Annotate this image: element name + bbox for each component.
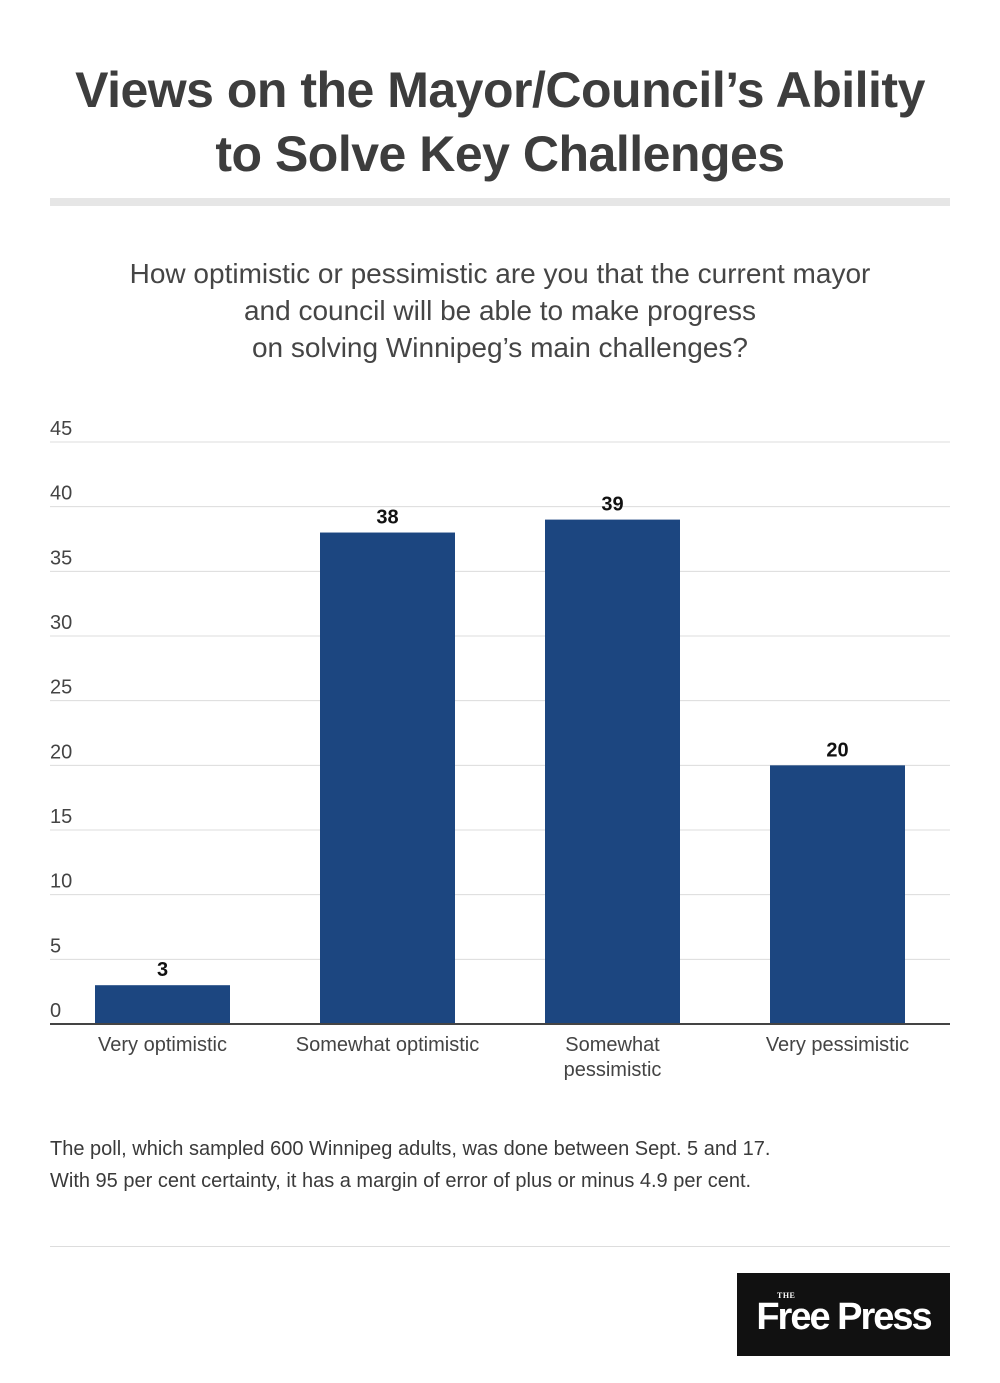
category-label-2-line-0: Somewhat: [565, 1034, 660, 1056]
data-label-0: 3: [157, 959, 168, 981]
y-tick-label-15: 15: [50, 806, 72, 828]
bar-0: [95, 985, 230, 1024]
y-tick-label-40: 40: [50, 483, 72, 505]
y-tick-label-5: 5: [50, 935, 61, 957]
bar-1: [320, 532, 455, 1024]
chart-subtitle-line-2: and council will be able to make progres…: [243, 295, 757, 326]
title-divider: [50, 198, 950, 206]
data-label-2: 39: [601, 494, 623, 516]
bar-3: [770, 765, 905, 1024]
free-press-logo: THE Free Press: [737, 1273, 950, 1356]
logo-kicker: THE: [777, 1291, 796, 1300]
category-label-0-line-0: Very optimistic: [98, 1034, 227, 1056]
y-tick-label-25: 25: [50, 677, 72, 699]
data-label-1: 38: [376, 507, 398, 529]
bar-chart: 0 5 10 15 20 25 30 35 40 45 3 Very optimistic 38 Some…: [50, 418, 950, 1081]
y-tick-label-30: 30: [50, 612, 72, 634]
chart-subtitle-line-1: How optimistic or pessimistic are you th…: [129, 258, 871, 289]
y-tick-label-10: 10: [50, 871, 72, 893]
category-label-1: Somewhat optimistic: [296, 1034, 479, 1056]
chart-title: Views on the Mayor/Council’s Ability to …: [0, 58, 1000, 186]
chart-subtitle: How optimistic or pessimistic are you th…: [0, 255, 1000, 366]
y-tick-label-20: 20: [50, 741, 72, 763]
category-label-3: Very pessimistic: [766, 1034, 909, 1056]
chart-subtitle-line-3: on solving Winnipeg’s main challenges?: [251, 332, 748, 363]
bar-2: [545, 519, 680, 1024]
chart-title-line-2: to Solve Key Challenges: [215, 126, 785, 182]
category-label-0: Very optimistic: [98, 1034, 227, 1056]
y-tick-label-45: 45: [50, 418, 72, 440]
poll-methodology-note: The poll, which sampled 600 Winnipeg adu…: [50, 1133, 950, 1197]
note-line-1: The poll, which sampled 600 Winnipeg adu…: [50, 1138, 771, 1160]
chart-title-line-1: Views on the Mayor/Council’s Ability: [75, 62, 925, 118]
y-tick-label-0: 0: [50, 1000, 61, 1022]
category-label-2-line-1: pessimistic: [564, 1059, 662, 1081]
category-label-3-line-0: Very pessimistic: [766, 1034, 909, 1056]
footer-divider: [50, 1246, 950, 1247]
y-tick-label-35: 35: [50, 547, 72, 569]
data-label-3: 20: [826, 739, 848, 761]
category-label-1-line-0: Somewhat optimistic: [296, 1034, 479, 1056]
note-line-2: With 95 per cent certainty, it has a mar…: [50, 1170, 752, 1192]
category-label-2: Somewhat pessimistic: [564, 1034, 662, 1081]
logo-name: Free Press: [756, 1296, 932, 1338]
